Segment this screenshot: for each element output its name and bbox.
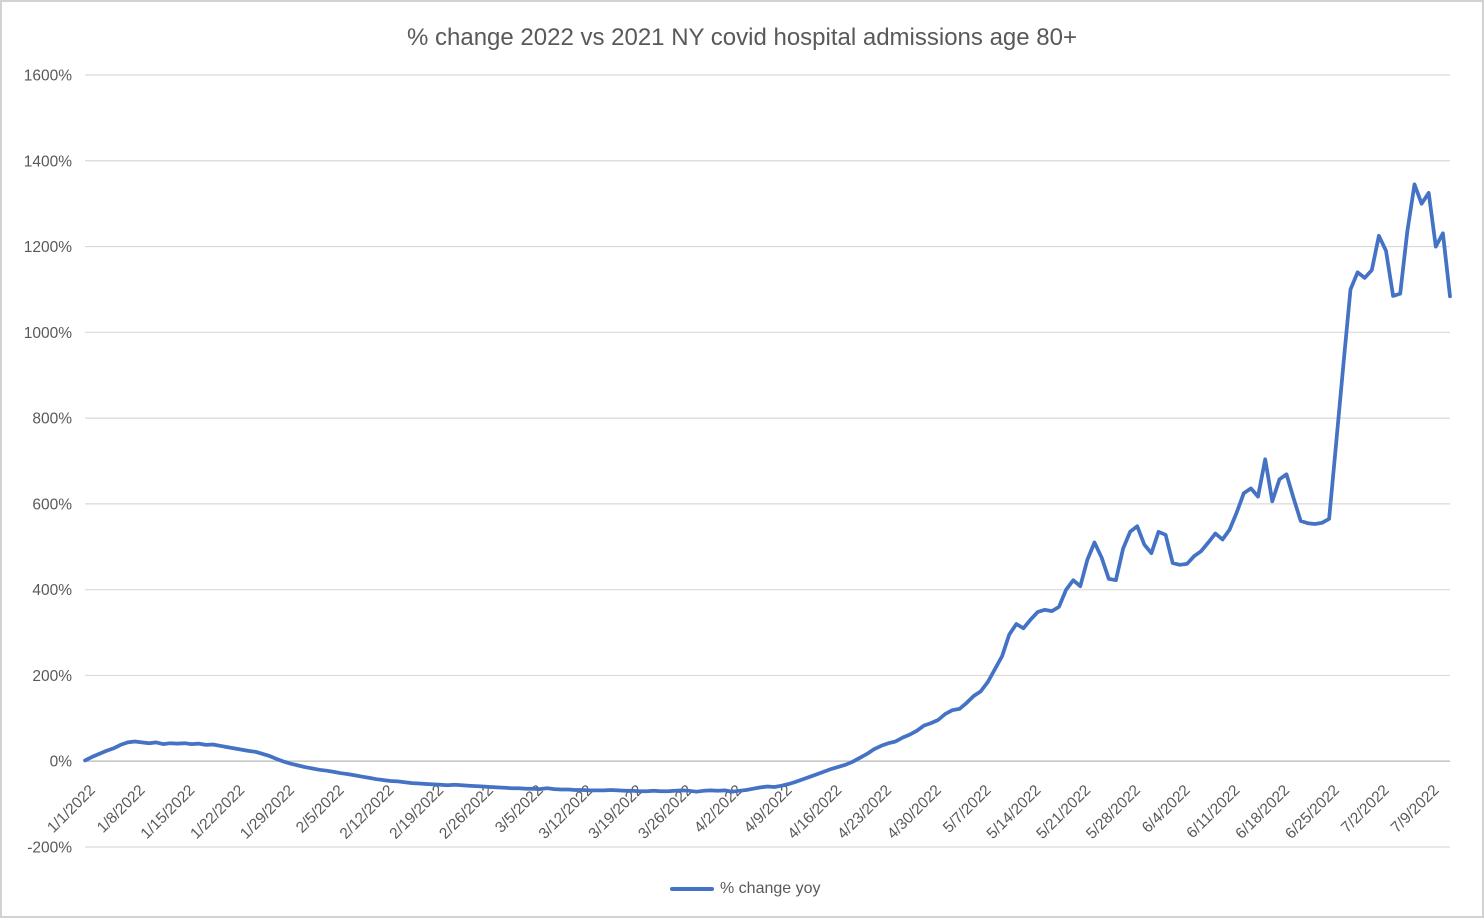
y-axis-label: 400% <box>32 582 72 599</box>
legend-line-swatch <box>670 887 714 891</box>
series-line <box>83 182 1452 794</box>
x-axis-label: 2/26/2022 <box>436 782 497 843</box>
x-axis-label: 4/30/2022 <box>884 782 945 843</box>
y-axis-label: 0% <box>50 754 73 771</box>
x-axis-label: 7/9/2022 <box>1388 782 1443 837</box>
x-axis-label: 6/25/2022 <box>1282 782 1343 843</box>
legend-series-label: % change yoy <box>720 880 821 897</box>
y-axis-label: 1400% <box>24 153 72 170</box>
x-axis-label: 1/29/2022 <box>237 782 298 843</box>
y-axis-label: 1000% <box>24 325 72 342</box>
y-axis-label: 1600% <box>24 68 72 85</box>
x-axis-label: 1/1/2022 <box>44 782 99 837</box>
y-axis-label: 600% <box>32 496 72 513</box>
y-axis-label: -200% <box>27 840 72 857</box>
y-axis-label: 1200% <box>24 239 72 256</box>
y-axis-label: 200% <box>32 668 72 685</box>
chart-title: % change 2022 vs 2021 NY covid hospital … <box>407 24 1077 51</box>
x-axis-label: 7/2/2022 <box>1338 782 1393 837</box>
x-axis-label: 5/28/2022 <box>1083 782 1144 843</box>
legend: % change yoy <box>670 880 821 898</box>
y-axis-label: 800% <box>32 411 72 428</box>
